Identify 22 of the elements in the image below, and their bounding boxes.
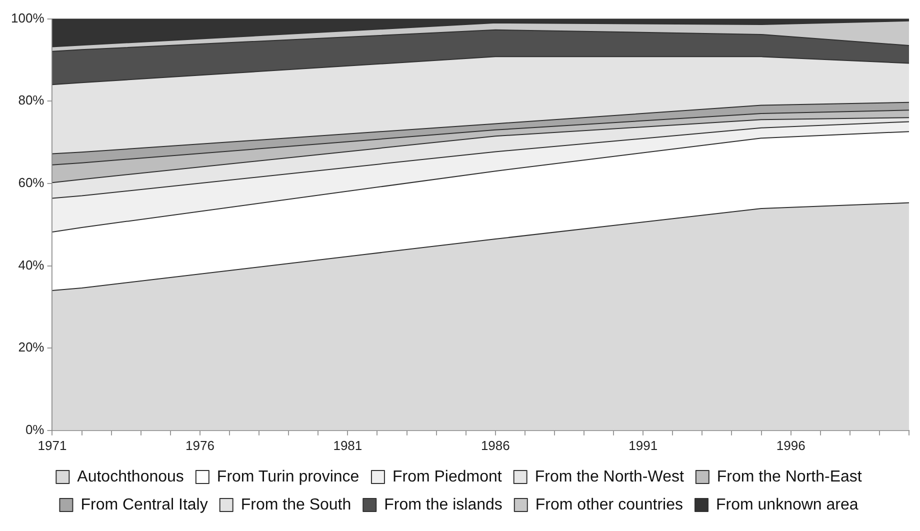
y-tick-label: 80% [18, 92, 45, 108]
x-tick-label: 1996 [776, 438, 806, 453]
legend-label: From Turin province [216, 468, 360, 486]
legend-label: From other countries [535, 496, 683, 514]
legend-label: From the South [240, 496, 352, 514]
y-tick-label: 40% [18, 257, 45, 272]
x-tick-label: 1991 [628, 438, 658, 453]
y-tick-label: 20% [18, 340, 45, 355]
y-tick-label: 100% [11, 10, 45, 26]
legend-label: From the North-West [534, 468, 684, 486]
legend-label: From Central Italy [80, 496, 208, 514]
legend-label: Autochthonous [77, 468, 184, 486]
legend-label: From the North-East [716, 468, 862, 486]
legend-label: From unknown area [716, 496, 858, 514]
x-tick-label: 1971 [38, 438, 67, 453]
y-tick-label: 60% [18, 175, 45, 190]
x-tick-label: 1976 [186, 438, 214, 453]
y-tick-label: 0% [25, 422, 45, 437]
x-tick-label: 1981 [333, 438, 362, 453]
x-tick-label: 1986 [480, 438, 510, 453]
legend-label: From the islands [384, 496, 502, 514]
legend-label: From Piedmont [392, 468, 502, 486]
